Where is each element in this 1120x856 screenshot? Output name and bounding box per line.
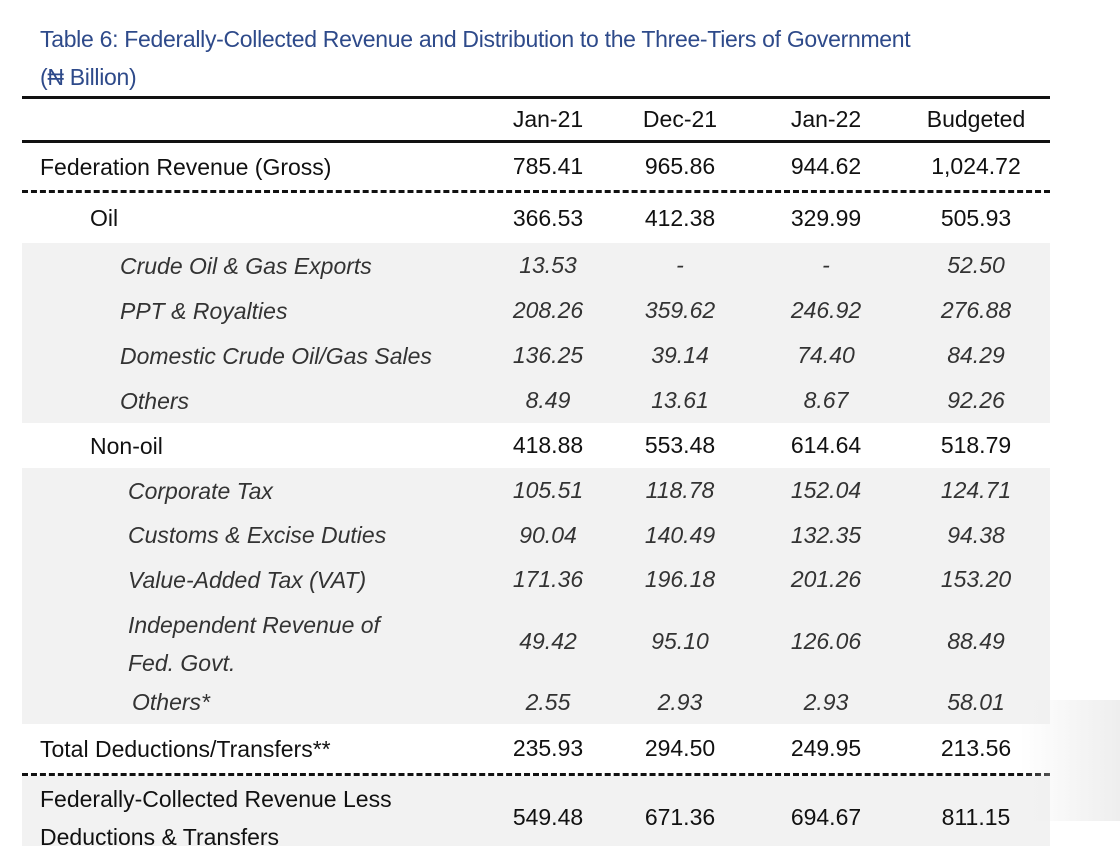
row-label: Federally-Collected Revenue Less Deducti… xyxy=(40,786,392,850)
row-value: 359.62 xyxy=(644,297,716,323)
row-value: 505.93 xyxy=(940,204,1012,231)
row-value: 294.50 xyxy=(644,735,716,761)
row-value: 412.38 xyxy=(644,204,716,231)
row-value: 49.42 xyxy=(519,627,577,654)
table-row: Others 8.49 13.61 8.67 92.26 xyxy=(22,378,1050,423)
row-value: 213.56 xyxy=(940,735,1012,761)
row-value: 132.35 xyxy=(790,521,862,548)
row-value: 94.38 xyxy=(947,521,1005,548)
table-row: Federation Revenue (Gross) 785.41 965.86 94… xyxy=(22,143,1050,193)
table-title: Table 6: Federally-Collected Revenue and… xyxy=(40,20,911,96)
row-value: 13.61 xyxy=(651,387,709,413)
row-value: 136.25 xyxy=(512,342,584,368)
row-value: 2.93 xyxy=(803,688,849,715)
table-title-units: (₦ Billion) xyxy=(40,64,137,90)
row-value: 92.26 xyxy=(947,387,1005,413)
row-value: 694.67 xyxy=(790,804,862,830)
row-value: 329.99 xyxy=(790,204,862,231)
table-row: Corporate Tax 105.51 118.78 152.04 124.71 xyxy=(22,468,1050,513)
row-value: 13.53 xyxy=(519,252,577,278)
row-value: 84.29 xyxy=(947,342,1005,368)
row-value: 126.06 xyxy=(790,627,862,654)
row-value: 74.40 xyxy=(797,342,855,368)
table-header-row: Jan-21 Dec-21 Jan-22 Budgeted xyxy=(22,99,1050,143)
table-row: Independent Revenue of Fed. Govt. 49.42 95… xyxy=(22,602,1050,680)
row-label: Others* xyxy=(132,689,210,715)
row-label: Oil xyxy=(90,205,119,231)
row-label: Domestic Crude Oil/Gas Sales xyxy=(120,342,432,369)
row-value: 249.95 xyxy=(790,735,862,761)
revenue-table: Jan-21 Dec-21 Jan-22 Budgeted Federation… xyxy=(22,96,1050,850)
row-value: 88.49 xyxy=(947,627,1005,654)
row-value: 105.51 xyxy=(512,477,584,503)
row-value: 965.86 xyxy=(644,153,716,179)
table-row: Federally-Collected Revenue Less Deducti… xyxy=(22,776,1050,850)
table-row: Crude Oil & Gas Exports 13.53 - - 52.50 xyxy=(22,243,1050,288)
row-label: Non-oil xyxy=(90,432,163,459)
row-value: 90.04 xyxy=(519,521,577,548)
table-row: Domestic Crude Oil/Gas Sales 136.25 39.14 7… xyxy=(22,333,1050,378)
table-row: PPT & Royalties 208.26 359.62 246.92 276.88 xyxy=(22,288,1050,333)
row-value: 171.36 xyxy=(512,566,584,592)
row-value: 944.62 xyxy=(790,153,862,179)
row-value: 553.48 xyxy=(644,432,716,458)
row-label: Others xyxy=(120,387,190,414)
row-value: 549.48 xyxy=(512,804,584,830)
row-value: 2.93 xyxy=(657,688,703,715)
row-value: - xyxy=(676,252,684,278)
row-label: Crude Oil & Gas Exports xyxy=(120,252,372,279)
row-value: 785.41 xyxy=(512,153,584,179)
table-row: Others* 2.55 2.93 2.93 58.01 xyxy=(22,680,1050,724)
row-value: 196.18 xyxy=(644,566,716,592)
row-label: Corporate Tax xyxy=(128,477,273,504)
row-value: 124.71 xyxy=(940,477,1012,503)
row-label: PPT & Royalties xyxy=(120,297,288,324)
row-value: 366.53 xyxy=(512,204,584,231)
row-value: 39.14 xyxy=(651,342,709,368)
row-value: 58.01 xyxy=(947,688,1005,715)
row-value: 208.26 xyxy=(512,297,584,323)
row-label: Value-Added Tax (VAT) xyxy=(128,566,367,593)
row-value: 52.50 xyxy=(947,252,1005,278)
row-value: 152.04 xyxy=(790,477,862,503)
row-value: 140.49 xyxy=(644,521,716,548)
column-header: Jan-22 xyxy=(790,106,862,132)
row-value: 518.79 xyxy=(940,432,1012,458)
column-header: Dec-21 xyxy=(642,106,718,132)
table-row: Value-Added Tax (VAT) 171.36 196.18 201.26 1… xyxy=(22,557,1050,602)
row-value: 614.64 xyxy=(790,432,862,458)
table-title-line-1: Table 6: Federally-Collected Revenue and… xyxy=(40,26,911,52)
row-label: Independent Revenue of Fed. Govt. xyxy=(128,612,380,676)
row-label: Customs & Excise Duties xyxy=(128,522,387,548)
row-value: 95.10 xyxy=(651,627,709,654)
row-value: 418.88 xyxy=(512,432,584,458)
page-edge-shadow xyxy=(1020,700,1120,821)
row-value: 246.92 xyxy=(790,297,862,323)
table-row: Oil 366.53 412.38 329.99 505.93 xyxy=(22,193,1050,243)
row-value: 235.93 xyxy=(512,735,584,761)
row-value: 201.26 xyxy=(790,566,862,592)
table-top-rule xyxy=(22,96,1050,99)
row-value: 153.20 xyxy=(940,566,1012,592)
column-header: Budgeted xyxy=(926,106,1026,132)
row-value: 811.15 xyxy=(941,804,1011,830)
row-label: Total Deductions/Transfers** xyxy=(40,735,331,762)
table-row: Customs & Excise Duties 90.04 140.49 132.35… xyxy=(22,513,1050,557)
row-value: 8.67 xyxy=(803,387,849,413)
column-header: Jan-21 xyxy=(512,106,584,132)
row-value: 671.36 xyxy=(644,804,716,830)
row-value: 276.88 xyxy=(940,297,1012,323)
table-row: Non-oil 418.88 553.48 614.64 518.79 xyxy=(22,423,1050,468)
row-value: 118.78 xyxy=(645,477,715,503)
row-value: - xyxy=(822,252,830,278)
table-row: Total Deductions/Transfers** 235.93 294.50… xyxy=(22,724,1050,776)
row-value: 2.55 xyxy=(525,688,571,715)
row-value: 1,024.72 xyxy=(931,153,1021,179)
row-label: Federation Revenue (Gross) xyxy=(40,153,332,180)
row-value: 8.49 xyxy=(525,387,571,413)
